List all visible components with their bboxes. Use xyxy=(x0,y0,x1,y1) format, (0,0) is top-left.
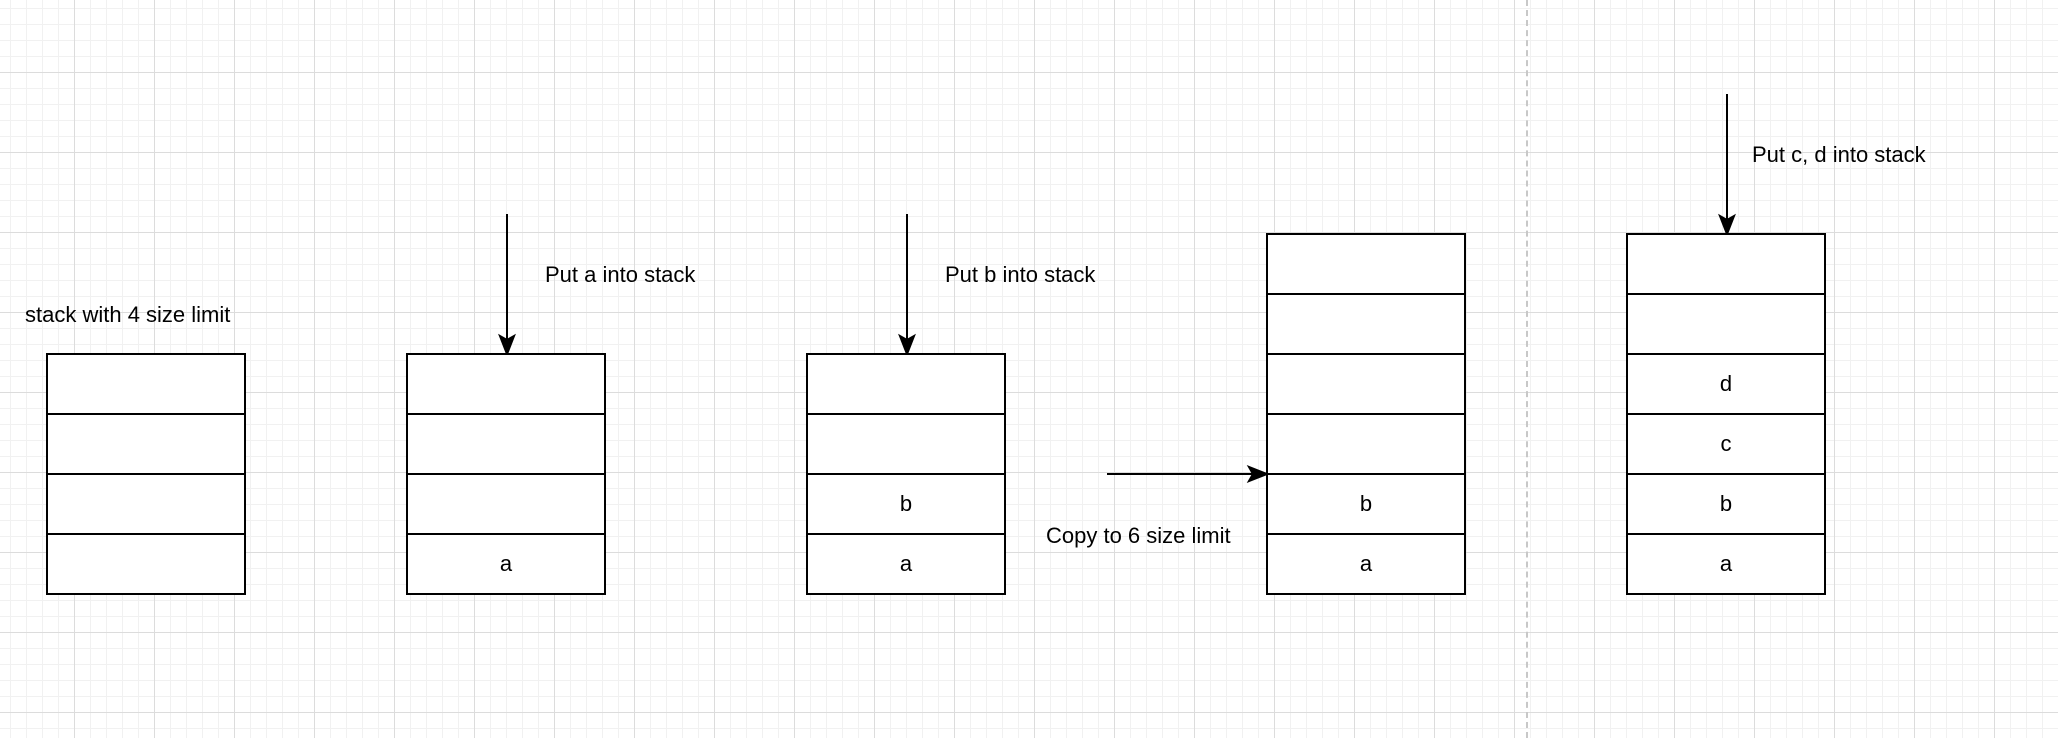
stack-cell xyxy=(1268,235,1464,295)
stack-cell xyxy=(1268,295,1464,355)
stack-cell xyxy=(408,475,604,535)
stack-cell xyxy=(48,415,244,475)
stack-3: b a xyxy=(806,353,1006,595)
label-stack-limit: stack with 4 size limit xyxy=(25,302,231,327)
stack-4: b a xyxy=(1266,233,1466,595)
stack-cell: a xyxy=(808,535,1004,595)
stack-1 xyxy=(46,353,246,595)
arrow-put-b xyxy=(898,214,916,357)
label-put-a: Put a into stack xyxy=(545,262,696,287)
stack-cell xyxy=(48,475,244,535)
stack-cell xyxy=(1268,355,1464,415)
stack-cell: a xyxy=(408,535,604,595)
stack-cell: b xyxy=(1628,475,1824,535)
stack-cell: c xyxy=(1628,415,1824,475)
stack-cell xyxy=(1628,295,1824,355)
arrow-copy xyxy=(1107,465,1270,483)
stack-cell xyxy=(408,415,604,475)
label-put-cd: Put c, d into stack xyxy=(1752,142,1926,167)
label-copy: Copy to 6 size limit xyxy=(1046,523,1231,548)
stack-cell: a xyxy=(1268,535,1464,595)
stack-cell: d xyxy=(1628,355,1824,415)
arrow-put-cd xyxy=(1718,94,1736,237)
stack-cell xyxy=(1268,415,1464,475)
stack-cell xyxy=(48,535,244,595)
stack-cell xyxy=(1628,235,1824,295)
stack-cell: b xyxy=(1268,475,1464,535)
arrow-put-a xyxy=(498,214,516,357)
stack-cell: b xyxy=(808,475,1004,535)
stack-cell: a xyxy=(1628,535,1824,595)
stack-cell xyxy=(408,355,604,415)
stack-cell xyxy=(808,415,1004,475)
stack-5: d c b a xyxy=(1626,233,1826,595)
stack-cell xyxy=(808,355,1004,415)
dashed-divider xyxy=(1526,0,1528,738)
label-put-b: Put b into stack xyxy=(945,262,1096,287)
stack-2: a xyxy=(406,353,606,595)
stack-cell xyxy=(48,355,244,415)
